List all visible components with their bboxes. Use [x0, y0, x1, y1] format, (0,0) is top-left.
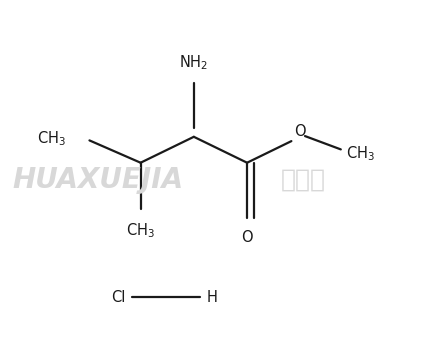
Text: H: H — [207, 289, 218, 305]
Text: NH$_{2}$: NH$_{2}$ — [179, 53, 208, 72]
Text: CH$_{3}$: CH$_{3}$ — [126, 221, 155, 240]
Text: CH$_{3}$: CH$_{3}$ — [346, 145, 375, 163]
Text: Cl: Cl — [111, 289, 126, 305]
Text: O: O — [241, 230, 253, 245]
Text: O: O — [294, 123, 305, 139]
Text: 化学加: 化学加 — [281, 168, 326, 192]
Text: HUAXUEJIA: HUAXUEJIA — [13, 166, 184, 194]
Text: CH$_{3}$: CH$_{3}$ — [37, 130, 66, 148]
